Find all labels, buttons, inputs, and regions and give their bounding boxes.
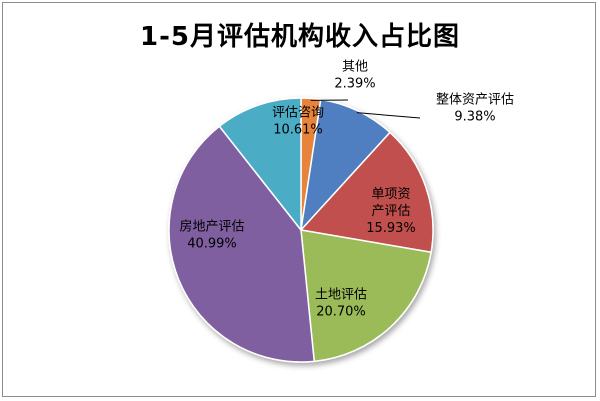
slice-name-label-2: 产评估 (371, 204, 410, 219)
slice-name-label-2: 单项资 (371, 187, 410, 202)
slice-name-label-1: 整体资产评估 (436, 93, 514, 108)
pie-slice-3 (300, 229, 432, 363)
slice-pct-label-4: 40.99% (187, 237, 237, 252)
chart-title: 1-5月评估机构收入占比图 (140, 22, 460, 52)
pie-slice-4 (168, 125, 316, 363)
slice-pct-label-0: 2.39% (334, 77, 375, 92)
slice-pct-label-5: 10.61% (273, 123, 323, 138)
slice-name-label-0: 其他 (342, 60, 368, 75)
slice-name-label-5: 评估咨询 (272, 106, 324, 121)
slice-pct-label-3: 20.70% (316, 305, 366, 320)
pie-slice-2 (299, 131, 434, 254)
pie-slice-5 (218, 97, 302, 233)
slice-pct-label-1: 9.38% (454, 110, 495, 125)
slice-pct-label-2: 15.93% (366, 221, 416, 236)
slice-name-label-3: 土地评估 (315, 288, 367, 303)
callout-line-1 (356, 112, 421, 119)
slice-name-label-4: 房地产评估 (179, 219, 244, 235)
